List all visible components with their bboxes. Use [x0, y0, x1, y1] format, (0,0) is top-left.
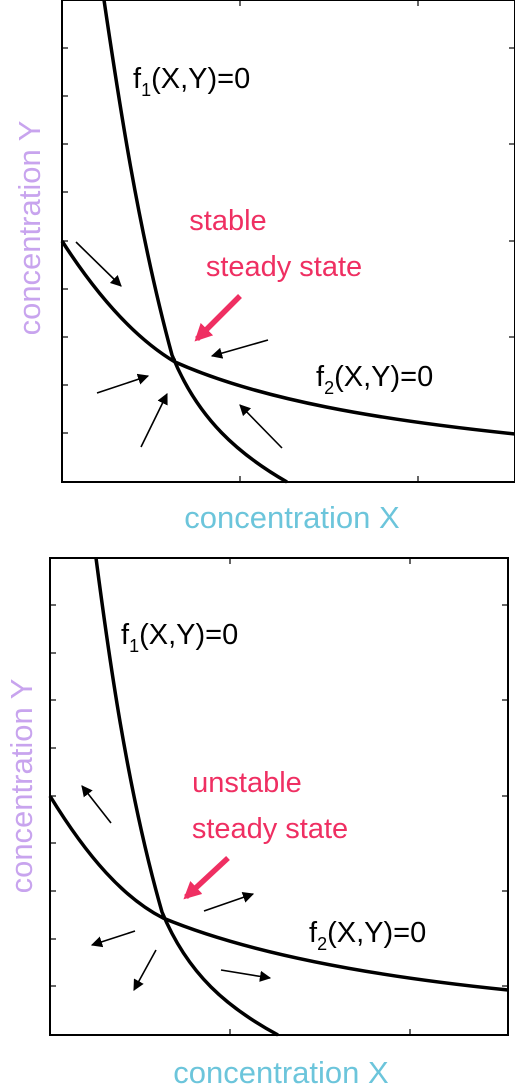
func-letter: f — [316, 361, 325, 393]
flow-arrow — [140, 392, 168, 448]
func-subscript: 2 — [324, 378, 334, 398]
panel-stable: stable steady state f1(X,Y)=0 f2(X,Y)=0 … — [12, 0, 515, 535]
func-args: (X,Y)=0 — [139, 619, 238, 651]
nullcline-f1 — [102, 0, 288, 484]
x-axis-label: concentration X — [184, 500, 400, 535]
curve-label-f2: f2(X,Y)=0 — [316, 361, 433, 398]
panel-unstable: unstable steady state f1(X,Y)=0 f2(X,Y)=… — [4, 557, 509, 1090]
annotation-pointer — [194, 294, 242, 342]
y-axis-label: concentration Y — [4, 679, 39, 894]
flow-arrows — [75, 241, 283, 449]
flow-arrow — [203, 892, 255, 912]
nullcline-f2 — [48, 795, 509, 992]
nullcline-f2 — [60, 240, 515, 436]
y-axis-label: concentration Y — [12, 121, 47, 336]
func-args: (X,Y)=0 — [334, 361, 433, 393]
plot-frame — [61, 0, 515, 483]
flow-arrow — [75, 241, 122, 287]
annotation-pointer — [183, 855, 230, 900]
flow-arrow — [220, 969, 272, 982]
func-subscript: 1 — [129, 636, 139, 656]
steady-state-point — [161, 914, 165, 918]
x-axis-label: concentration X — [173, 1055, 389, 1090]
func-letter: f — [133, 63, 142, 95]
flow-arrow — [96, 373, 150, 394]
flow-arrows — [81, 785, 272, 991]
curve-label-f2: f2(X,Y)=0 — [309, 917, 426, 954]
flow-arrow — [133, 949, 157, 991]
func-letter: f — [121, 619, 130, 651]
curve-label-f1: f1(X,Y)=0 — [121, 619, 238, 656]
tick-marks — [62, 0, 515, 482]
func-args: (X,Y)=0 — [151, 63, 250, 95]
nullcline-f1 — [94, 557, 279, 1037]
flow-arrow — [210, 339, 269, 359]
func-args: (X,Y)=0 — [327, 917, 426, 949]
annotation-line-2: steady state — [192, 813, 348, 845]
annotation-line-1: stable — [189, 205, 266, 237]
annotation-line-1: unstable — [192, 767, 302, 799]
steady-state-point — [172, 358, 176, 362]
flow-arrow — [81, 785, 112, 824]
curve-label-f1: f1(X,Y)=0 — [133, 63, 250, 100]
tick-marks — [50, 558, 508, 1035]
func-subscript: 2 — [317, 934, 327, 954]
annotation-text: stable steady state — [189, 205, 362, 283]
func-letter: f — [309, 917, 318, 949]
annotation-line-2: steady state — [206, 251, 362, 283]
flow-arrow — [90, 930, 136, 948]
flow-arrow — [239, 404, 283, 449]
func-subscript: 1 — [141, 80, 151, 100]
annotation-text: unstable steady state — [192, 767, 348, 845]
